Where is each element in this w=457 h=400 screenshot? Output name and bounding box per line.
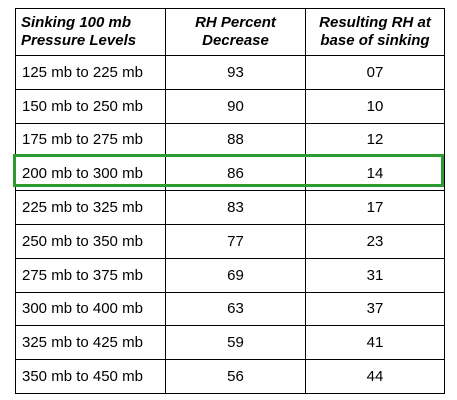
rh-decrease-cell: 83 — [165, 190, 306, 225]
header-pressure-levels-line1: Sinking 100 mb — [21, 14, 132, 31]
header-pressure-levels: Sinking 100 mb Pressure Levels — [15, 8, 166, 56]
resulting-rh-cell: 31 — [305, 257, 445, 293]
pressure-range-cell: 125 mb to 225 mb — [15, 55, 166, 90]
header-resulting-rh-line1: Resulting RH at — [319, 14, 431, 31]
rh-decrease-cell: 69 — [165, 257, 306, 293]
rh-decrease-cell: 59 — [165, 325, 306, 361]
resulting-rh-cell: 07 — [305, 55, 445, 90]
table-row: 325 mb to 425 mb 59 41 — [15, 325, 445, 361]
header-rh-decrease-line1: RH Percent — [195, 14, 276, 31]
table-row: 350 mb to 450 mb 56 44 — [15, 359, 445, 394]
rh-decrease-table: Sinking 100 mb Pressure Levels RH Percen… — [15, 8, 445, 394]
resulting-rh-cell: 23 — [305, 223, 445, 259]
pressure-range-cell: 175 mb to 275 mb — [15, 122, 166, 158]
pressure-range-cell: 250 mb to 350 mb — [15, 223, 166, 259]
rh-decrease-cell: 90 — [165, 88, 306, 124]
resulting-rh-cell: 12 — [305, 122, 445, 158]
pressure-range-cell: 300 mb to 400 mb — [15, 291, 166, 327]
header-rh-percent-decrease: RH Percent Decrease — [165, 8, 306, 56]
pressure-range-cell: 200 mb to 300 mb — [15, 156, 166, 192]
resulting-rh-cell: 41 — [305, 325, 445, 361]
rh-decrease-cell: 56 — [165, 359, 306, 394]
resulting-rh-cell: 14 — [305, 156, 445, 192]
header-pressure-levels-line2: Pressure Levels — [21, 32, 137, 49]
rh-decrease-cell: 88 — [165, 122, 306, 158]
pressure-range-cell: 325 mb to 425 mb — [15, 325, 166, 361]
header-resulting-rh-line2: base of sinking — [320, 32, 430, 49]
resulting-rh-cell: 44 — [305, 359, 445, 394]
rh-decrease-cell: 77 — [165, 223, 306, 259]
pressure-range-cell: 150 mb to 250 mb — [15, 88, 166, 124]
table-row: 250 mb to 350 mb 77 23 — [15, 223, 445, 259]
table-row-highlighted: 200 mb to 300 mb 86 14 — [15, 156, 445, 192]
table-row: 275 mb to 375 mb 69 31 — [15, 257, 445, 293]
table-row: 225 mb to 325 mb 83 17 — [15, 190, 445, 225]
resulting-rh-cell: 10 — [305, 88, 445, 124]
pressure-range-cell: 225 mb to 325 mb — [15, 190, 166, 225]
resulting-rh-cell: 17 — [305, 190, 445, 225]
pressure-range-cell: 275 mb to 375 mb — [15, 257, 166, 293]
resulting-rh-cell: 37 — [305, 291, 445, 327]
rh-decrease-cell: 93 — [165, 55, 306, 90]
header-resulting-rh: Resulting RH at base of sinking — [305, 8, 445, 56]
table-row: 125 mb to 225 mb 93 07 — [15, 55, 445, 90]
table-row: 300 mb to 400 mb 63 37 — [15, 291, 445, 327]
rh-decrease-cell: 63 — [165, 291, 306, 327]
table-row: 175 mb to 275 mb 88 12 — [15, 122, 445, 158]
header-rh-decrease-line2: Decrease — [202, 32, 269, 49]
pressure-range-cell: 350 mb to 450 mb — [15, 359, 166, 394]
header-row: Sinking 100 mb Pressure Levels RH Percen… — [15, 8, 445, 56]
rh-decrease-cell: 86 — [165, 156, 306, 192]
table-row: 150 mb to 250 mb 90 10 — [15, 88, 445, 124]
